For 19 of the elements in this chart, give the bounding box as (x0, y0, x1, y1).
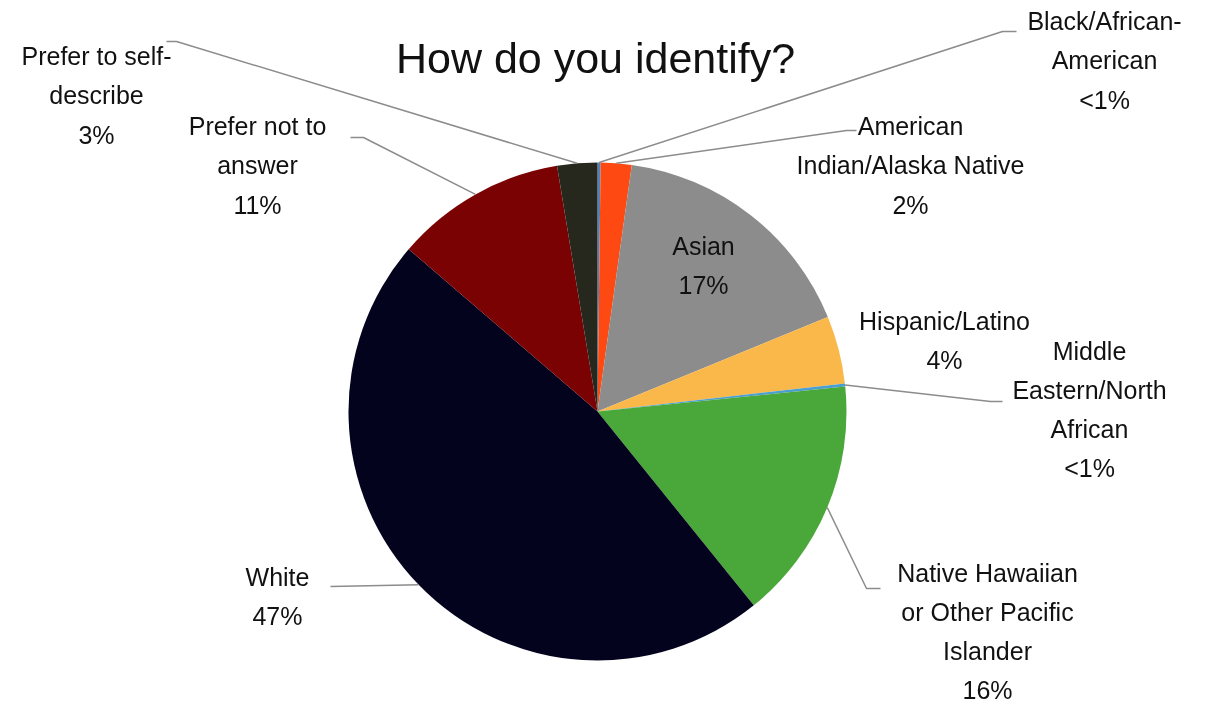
slice-label: Black/African-American (1027, 7, 1182, 75)
data-label: 3% (78, 120, 115, 149)
slice-label: White (245, 562, 310, 591)
slice-label: Middle Eastern/North African (1012, 336, 1167, 444)
data-label: 2% (892, 190, 929, 219)
slice-label: Prefer to self-describe (21, 42, 172, 110)
text: How do you identify? (395, 33, 796, 82)
slice-label: Native Hawaiian or Other Pacific Islander (897, 558, 1078, 666)
data-label: <1% (1079, 85, 1130, 114)
data-label: 16% (962, 676, 1013, 705)
slice-label: Hispanic/Latino (859, 306, 1030, 335)
data-label: 47% (252, 602, 303, 631)
slice-label: American Indian/Alaska Native (796, 112, 1025, 180)
data-label: 11% (233, 190, 282, 219)
slice-label: Prefer not to answer (188, 112, 327, 180)
data-label: 4% (926, 346, 963, 375)
data-label: <1% (1064, 454, 1115, 483)
data-label: 17% (678, 271, 729, 300)
slice-label: Asian (672, 231, 735, 260)
